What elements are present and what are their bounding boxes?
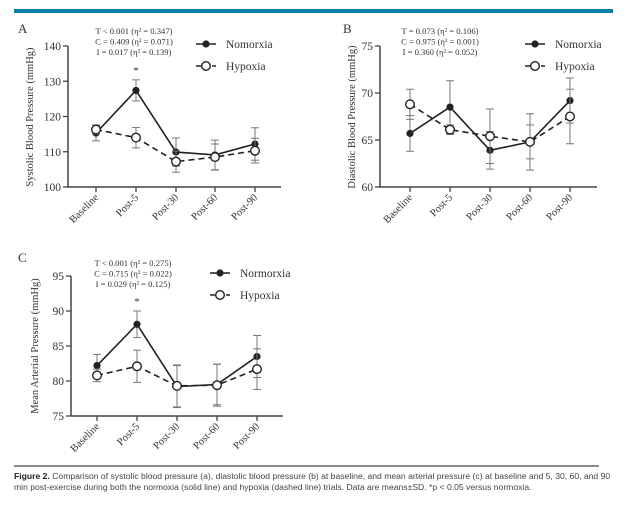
panel-label: B [343, 21, 352, 36]
y-tick-label: 85 [53, 341, 65, 353]
normoxia-point [132, 86, 140, 95]
hypoxia-point [251, 364, 262, 375]
legend-marker-open [530, 61, 541, 72]
x-tick-label: Post-60 [505, 192, 535, 222]
hypoxia-point [90, 124, 101, 135]
x-tick-label: Post-5 [428, 192, 455, 219]
x-tick-label: Post-30 [465, 192, 495, 222]
x-tick-label: Post-90 [230, 192, 260, 222]
x-tick-label: Baseline [68, 192, 102, 226]
y-tick-label: 95 [53, 271, 65, 283]
hypoxia-point [565, 111, 576, 122]
hypoxia-line [409, 103, 571, 143]
y-tick-label: 75 [53, 411, 65, 423]
significance-marker: * [134, 296, 140, 308]
panel-label: A [18, 21, 28, 36]
significance-marker: * [133, 65, 139, 77]
normoxia-point [133, 320, 141, 328]
y-tick-label: 80 [53, 376, 65, 388]
legend-label: Hypoxia [226, 61, 266, 73]
y-tick-label: 75 [362, 41, 374, 53]
y-tick-label: 140 [44, 41, 62, 53]
stats-annotation: T = 0.073 (η² = 0.106) [402, 26, 479, 36]
x-tick-label: Post-30 [152, 421, 182, 451]
hypoxia-point [249, 145, 260, 156]
figure-caption: Figure 2. Comparison of systolic blood p… [14, 471, 614, 493]
legend-label: Normorxia [240, 268, 290, 280]
legend-label: Nomorxia [555, 39, 602, 51]
x-tick-label: Post-30 [151, 192, 181, 222]
stats-annotation: I = 0.029 (η² = 0.125) [96, 279, 171, 289]
y-tick-label: 70 [362, 88, 374, 100]
y-tick-label: 130 [44, 76, 62, 88]
hypoxia-point [131, 361, 142, 372]
stats-annotation: I = 0.017 (η² = 0.139) [97, 47, 172, 57]
stats-annotation: T < 0.001 (η² = 0.347) [96, 26, 173, 36]
stats-annotation: T < 0.001 (η² = 0.275) [95, 258, 172, 268]
caption-text: Comparison of systolic blood pressure (a… [14, 471, 611, 493]
y-tick-label: 100 [44, 182, 62, 194]
legend-marker-filled [202, 40, 210, 48]
hypoxia-point [445, 124, 456, 135]
hypoxia-point [171, 380, 182, 391]
y-tick-label: 110 [44, 147, 61, 159]
panel-c: C 75 80 85 90 95 Mean Arterial Pressure (mmHg)… [18, 250, 290, 455]
x-tick-label: Baseline [69, 421, 103, 455]
hypoxia-line [95, 128, 256, 163]
normoxia-point [93, 362, 101, 370]
x-tick-label: Post-60 [192, 421, 222, 451]
x-tick-label: Post-5 [114, 192, 141, 219]
legend-label: Hypoxia [240, 290, 280, 302]
x-tick-label: Post-5 [115, 421, 142, 448]
hypoxia-point [170, 156, 181, 167]
y-axis-label: Systolic Blood Pressure (mmHg) [25, 47, 36, 187]
x-tick-label: Post-90 [545, 192, 575, 222]
panel-b: B 60 65 70 75 Diastolic Blood Pressure (mmHg)… [343, 21, 602, 226]
x-tick-label: Post-90 [232, 421, 262, 451]
legend-label: Hypoxia [555, 61, 595, 73]
hypoxia-point [130, 132, 141, 143]
legend-marker-open [200, 61, 211, 72]
y-axis-label: Mean Arterial Pressure (mmHg) [30, 278, 41, 414]
y-tick-label: 65 [362, 135, 374, 147]
panel-label: C [18, 250, 27, 265]
caption-label: Figure 2. [14, 471, 50, 481]
y-tick-label: 60 [362, 182, 374, 194]
stats-annotation: C = 0.975 (η² = 0.001) [401, 37, 479, 47]
legend-label: Nomorxia [226, 39, 273, 51]
legend-marker-open [214, 290, 225, 301]
hypoxia-point [485, 131, 496, 142]
x-tick-label: Post-60 [190, 192, 220, 222]
stats-annotation: C = 0.715 (η² = 0.022) [94, 269, 172, 279]
hypoxia-point [525, 136, 536, 147]
caption-divider [14, 465, 599, 467]
y-axis-label: Diastolic Blood Pressure (mmHg) [347, 45, 358, 189]
normoxia-point [446, 103, 454, 111]
x-tick-label: Baseline [382, 192, 416, 226]
normoxia-point [406, 129, 414, 138]
y-tick-label: 90 [53, 306, 65, 318]
hypoxia-point [91, 370, 102, 381]
stats-annotation: C = 0.409 (η² = 0.071) [95, 37, 173, 47]
stats-annotation: I = 0.360 (η² = 0.052) [403, 47, 478, 57]
hypoxia-point [405, 99, 416, 110]
legend-marker-filled [216, 269, 224, 277]
panel-a: A 100 110 120 130 140 Systolic Blood Pressure … [18, 21, 281, 226]
y-tick-label: 120 [44, 112, 62, 124]
header-rule [14, 9, 613, 13]
hypoxia-point [209, 152, 220, 163]
hypoxia-point [211, 380, 222, 391]
legend-marker-filled [531, 40, 539, 48]
